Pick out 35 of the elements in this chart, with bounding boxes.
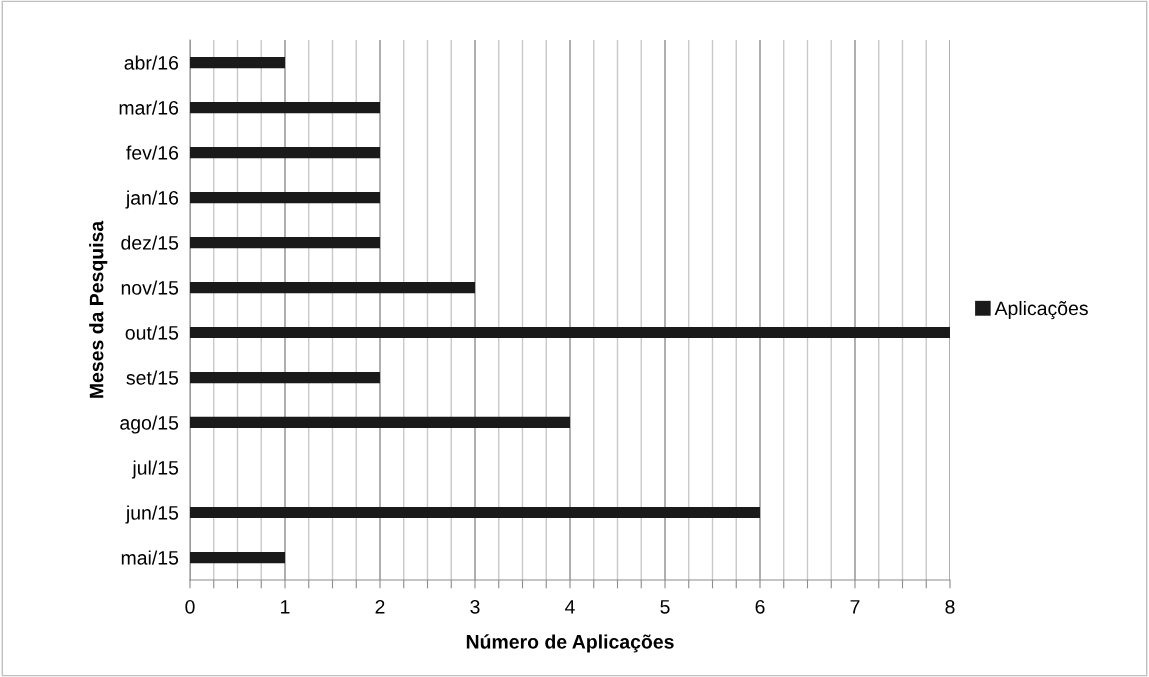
bar [190,101,380,114]
y-tick-label: ago/15 [120,415,179,434]
y-tick-label: dez/15 [121,235,179,250]
x-tick-label: 5 [660,600,670,614]
y-tick-label: mar/16 [119,100,179,115]
bar [190,236,380,249]
bar [190,506,760,519]
y-axis-title: Meses da Pesquisa [89,220,108,398]
y-tick-label: abr/16 [124,55,179,70]
y-tick-label: nov/15 [121,280,179,295]
y-tick-label: mai/15 [121,550,179,565]
bar [190,56,285,69]
bar [190,146,380,159]
x-tick-label: 4 [565,600,575,614]
bar [190,371,380,384]
bar [190,191,380,204]
bar [190,416,570,429]
x-tick-label: 3 [470,599,480,614]
x-axis-title: Número de Aplicações [466,634,674,653]
y-tick-label: set/15 [126,370,179,385]
bar [190,551,285,564]
bar [190,281,475,294]
y-tick-label: jul/15 [131,460,179,479]
y-tick-label: out/15 [125,325,179,340]
x-tick-label: 8 [945,599,955,614]
y-tick-label: jan/16 [125,190,179,209]
y-tick-label: jun/15 [125,505,179,524]
x-tick-label: 2 [375,599,385,614]
bar [190,326,950,339]
x-tick-label: 7 [850,600,860,614]
legend-label: Aplicações [994,300,1088,320]
x-tick-label: 0 [185,599,195,614]
y-tick-label: fev/16 [126,145,179,160]
x-tick-label: 6 [755,599,765,614]
x-tick-label: 1 [281,600,290,614]
